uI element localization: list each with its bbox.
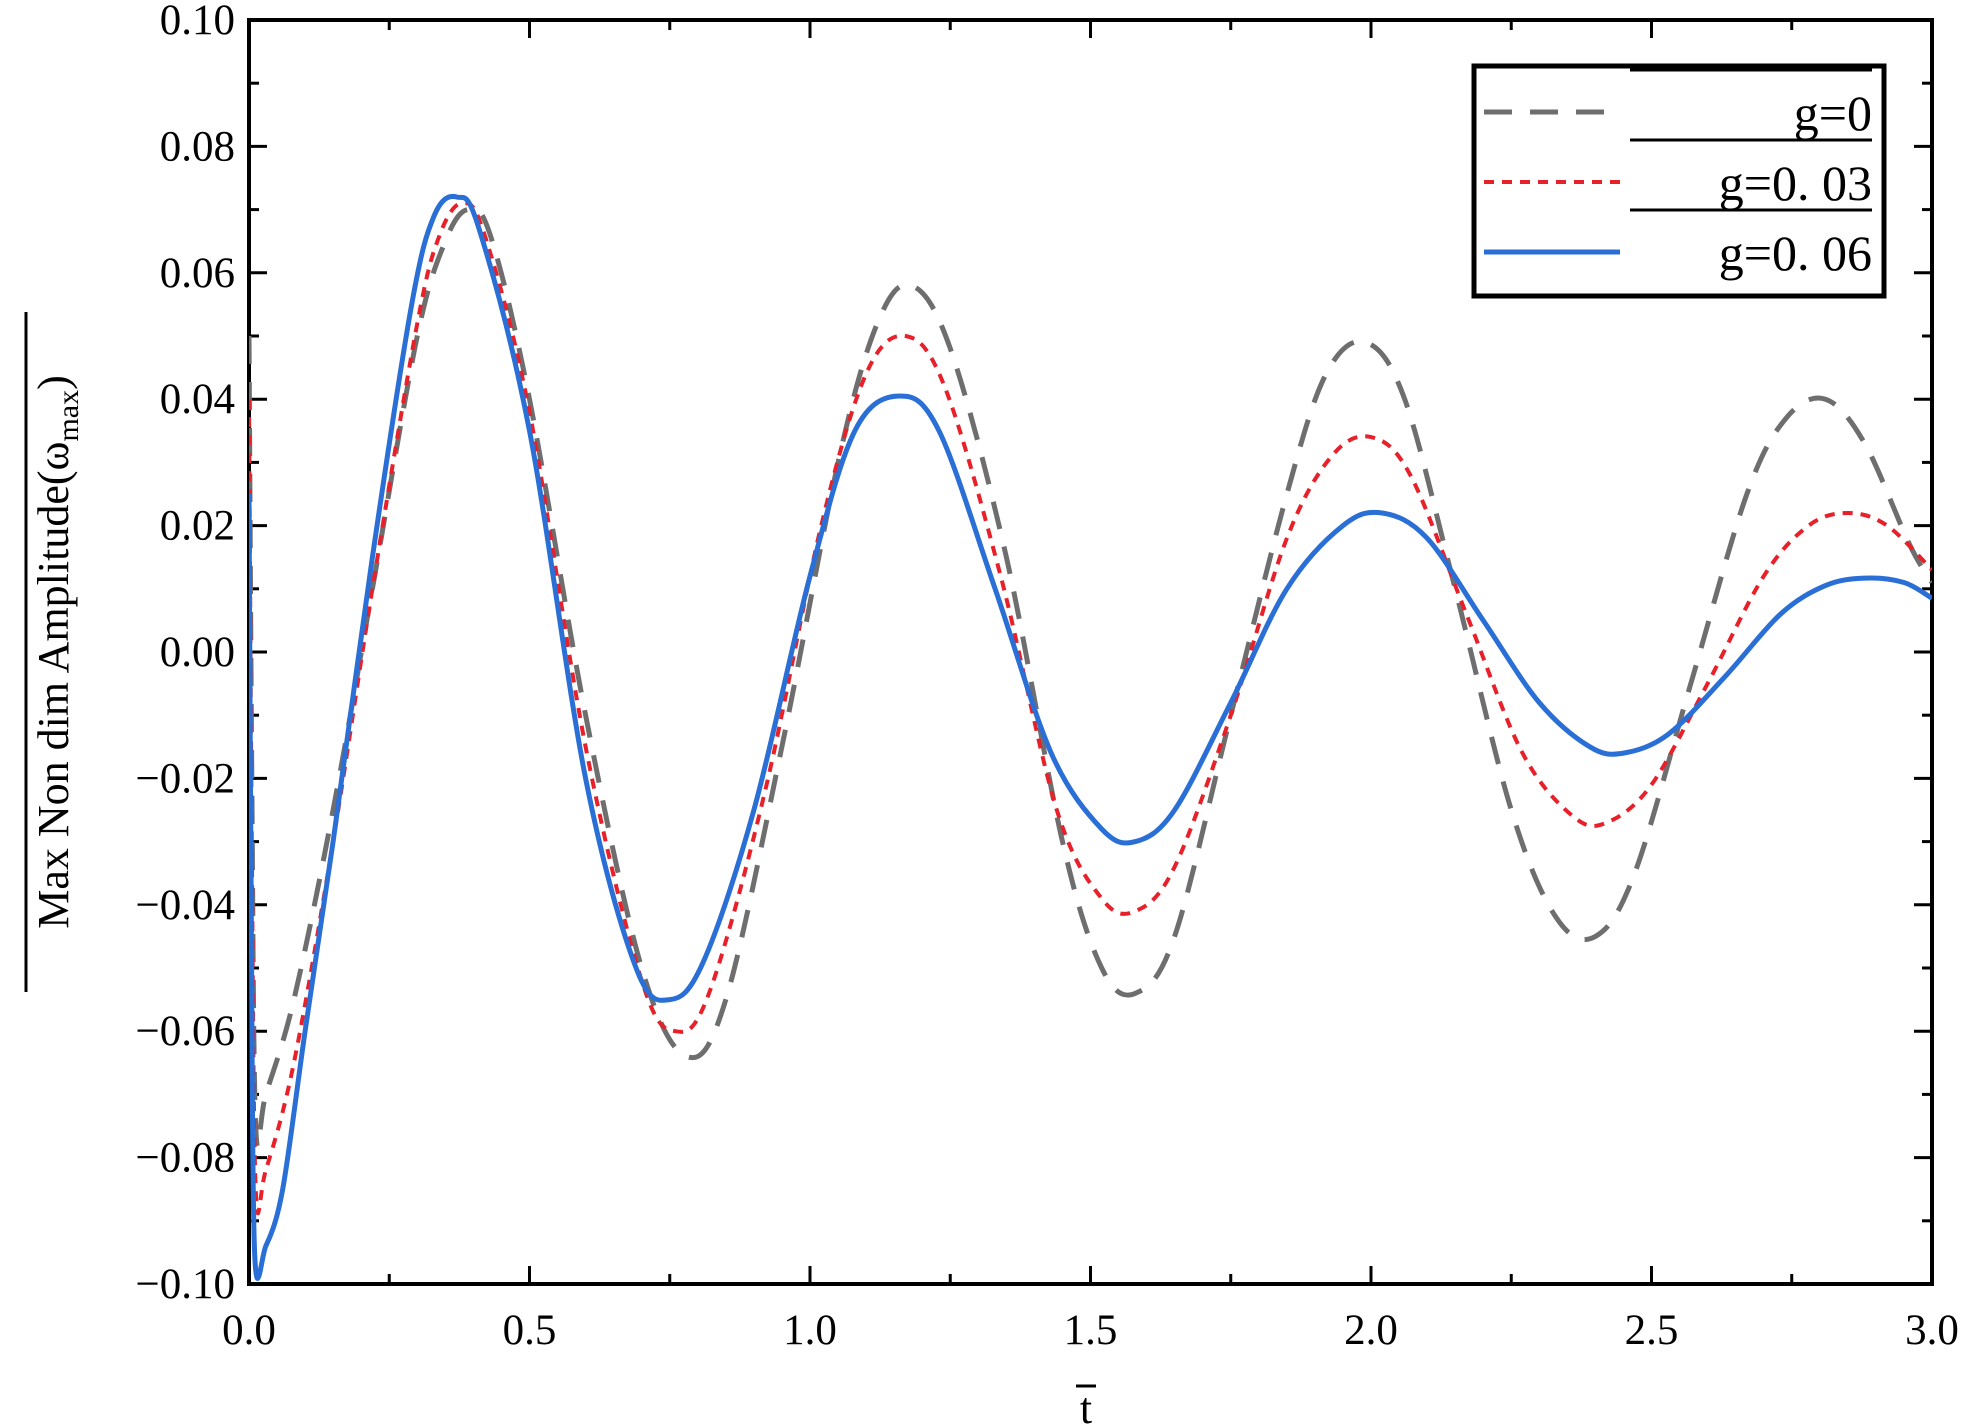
y-tick-label: 0.00 <box>160 629 235 676</box>
x-tick-label: 1.5 <box>1064 1307 1118 1354</box>
y-tick-label: 0.04 <box>160 376 235 423</box>
y-tick-label: 0.08 <box>160 123 235 170</box>
y-tick-label: −0.08 <box>135 1135 235 1182</box>
x-axis-title: t <box>1076 1384 1096 1427</box>
series-line-0 <box>249 206 1932 1149</box>
y-tick-label: −0.06 <box>135 1008 235 1055</box>
y-axis-label-sub: max <box>52 390 85 442</box>
legend-label-0: g=0 <box>1794 85 1872 141</box>
y-tick-label: −0.10 <box>135 1261 235 1308</box>
y-axis-label: Max Non dim Amplitude(ω <box>29 442 78 929</box>
x-tick-label: 0.0 <box>222 1307 276 1354</box>
legend-label-2: g=0. 06 <box>1719 225 1872 281</box>
y-axis-title: Max Non dim Amplitude(ωmax) <box>24 312 85 992</box>
x-tick-label: 3.0 <box>1905 1307 1959 1354</box>
x-tick-label: 0.5 <box>503 1307 557 1354</box>
x-axis-label: t <box>1080 1384 1092 1427</box>
series-layer <box>249 193 1932 1281</box>
legend: g=0 g=0. 03 g=0. 06 <box>1471 63 1887 299</box>
legend-label-1: g=0. 03 <box>1719 155 1872 211</box>
tick-labels: 0.0 0.5 1.0 1.5 2.0 2.5 3.0 −0.10 −0.08 −0.06 −0.0… <box>135 0 1958 1354</box>
series-line-1 <box>249 201 1932 1216</box>
x-tick-label: 2.0 <box>1344 1307 1398 1354</box>
y-tick-label: −0.04 <box>135 882 235 929</box>
svg-text:Max Non dim Amplitude(ωmax): Max Non dim Amplitude(ωmax) <box>29 375 85 929</box>
series-line-2 <box>249 193 1932 1281</box>
y-tick-label: 0.10 <box>160 0 235 44</box>
y-tick-label: 0.02 <box>160 503 235 550</box>
y-axis-label-close: ) <box>29 375 78 390</box>
y-tick-label: −0.02 <box>135 755 235 802</box>
x-tick-label: 2.5 <box>1625 1307 1679 1354</box>
y-tick-label: 0.06 <box>160 250 235 297</box>
x-tick-label: 1.0 <box>783 1307 837 1354</box>
